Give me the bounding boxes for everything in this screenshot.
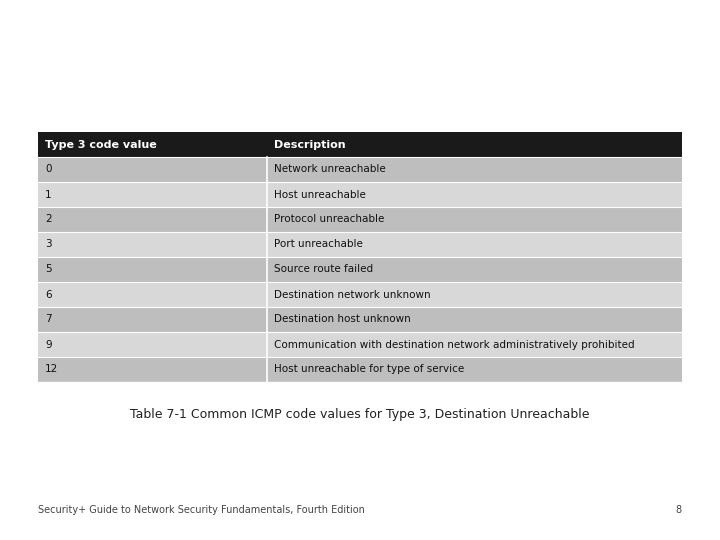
- Bar: [38, 257, 682, 282]
- Text: 1: 1: [45, 190, 52, 199]
- Text: Destination host unknown: Destination host unknown: [274, 314, 410, 325]
- Text: Destination network unknown: Destination network unknown: [274, 289, 431, 300]
- Bar: [38, 357, 682, 382]
- Bar: [38, 332, 682, 357]
- Text: 7: 7: [45, 314, 52, 325]
- Text: 8: 8: [676, 505, 682, 515]
- Text: 0: 0: [45, 165, 52, 174]
- Bar: [38, 157, 682, 182]
- Text: Communication with destination network administratively prohibited: Communication with destination network a…: [274, 340, 634, 349]
- Text: Host unreachable for type of service: Host unreachable for type of service: [274, 364, 464, 375]
- Text: Type 3 code value: Type 3 code value: [45, 139, 157, 150]
- Bar: [38, 232, 682, 257]
- Bar: [38, 307, 682, 332]
- Text: Description: Description: [274, 139, 346, 150]
- Text: 5: 5: [45, 265, 52, 274]
- Text: 12: 12: [45, 364, 58, 375]
- Text: 6: 6: [45, 289, 52, 300]
- Bar: [38, 182, 682, 207]
- Bar: [38, 132, 682, 157]
- Text: Protocol unreachable: Protocol unreachable: [274, 214, 384, 225]
- Text: 2: 2: [45, 214, 52, 225]
- Text: Network unreachable: Network unreachable: [274, 165, 386, 174]
- Bar: [38, 282, 682, 307]
- Bar: [38, 207, 682, 232]
- Text: Host unreachable: Host unreachable: [274, 190, 366, 199]
- Text: Table 7-1 Common ICMP code values for Type 3, Destination Unreachable: Table 7-1 Common ICMP code values for Ty…: [130, 408, 590, 421]
- Text: Source route failed: Source route failed: [274, 265, 373, 274]
- Text: Port unreachable: Port unreachable: [274, 240, 363, 249]
- Text: 9: 9: [45, 340, 52, 349]
- Text: Security+ Guide to Network Security Fundamentals, Fourth Edition: Security+ Guide to Network Security Fund…: [38, 505, 365, 515]
- Text: 3: 3: [45, 240, 52, 249]
